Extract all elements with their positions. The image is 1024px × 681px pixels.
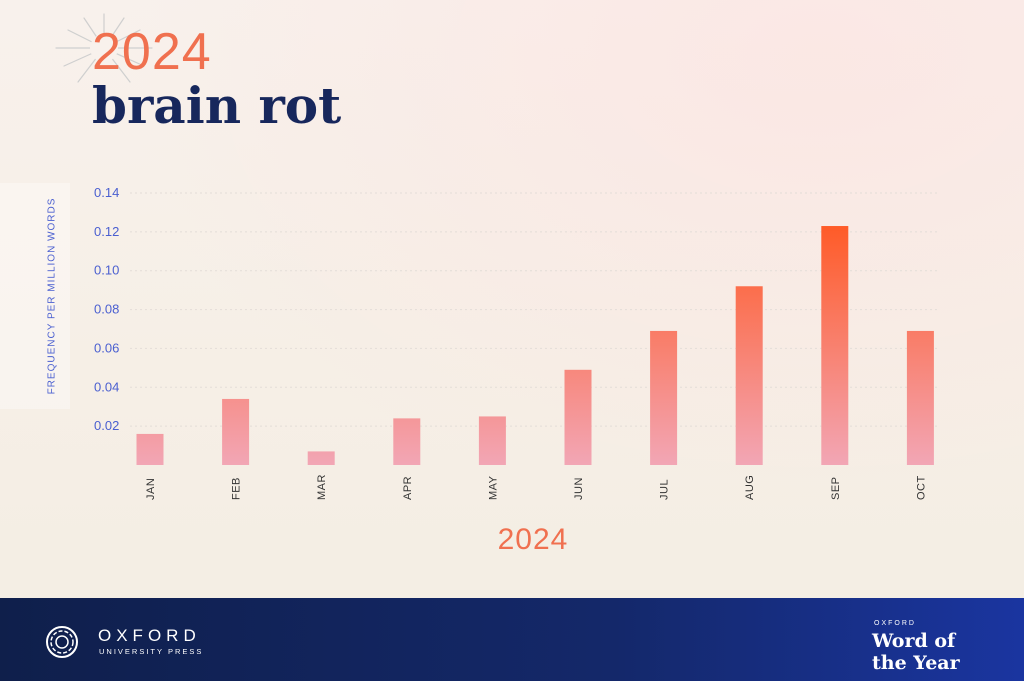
x-axis-label: 2024 xyxy=(497,523,569,556)
bar-oct xyxy=(906,330,934,465)
y-axis-label-panel xyxy=(0,183,70,409)
woty-title-line2: the Year xyxy=(872,652,960,674)
y-tick-label: 0.14 xyxy=(94,185,119,200)
x-tick-label: SEP xyxy=(830,476,842,500)
x-tick-label: MAR xyxy=(316,474,328,500)
x-tick-label: JUN xyxy=(573,477,585,500)
bar-jul xyxy=(650,330,678,465)
bars xyxy=(136,226,934,465)
x-tick-label: FEB xyxy=(231,477,243,500)
bar-apr xyxy=(393,418,421,465)
bar-jan xyxy=(136,433,164,465)
bar-aug xyxy=(735,286,763,465)
publisher-name: OXFORD xyxy=(98,626,201,645)
year-heading: 2024 xyxy=(92,23,212,81)
x-tick-label: MAY xyxy=(487,475,499,500)
oxford-logo-icon xyxy=(46,626,78,658)
woty-oxford-label: OXFORD xyxy=(874,620,916,627)
bar-sep xyxy=(821,226,849,465)
x-tick-label: APR xyxy=(402,476,414,500)
bar-feb xyxy=(222,398,250,465)
y-tick-labels: 0.02 0.04 0.06 0.08 0.10 0.12 0.14 xyxy=(94,185,119,433)
bar-jun xyxy=(564,369,592,465)
publisher-subtitle: UNIVERSITY PRESS xyxy=(99,647,204,656)
x-tick-label: JUL xyxy=(659,479,671,500)
bar-may xyxy=(478,416,506,465)
word-title: brain rot xyxy=(92,76,342,135)
y-tick-label: 0.12 xyxy=(94,224,119,239)
woty-title-line1: Word of xyxy=(872,630,956,652)
x-tick-label: JAN xyxy=(145,478,157,500)
bar-chart: 0.02 0.04 0.06 0.08 0.10 0.12 0.14 JAN FEB MAR AP… xyxy=(94,185,940,500)
y-tick-label: 0.06 xyxy=(94,340,119,355)
x-tick-label: OCT xyxy=(915,475,927,500)
grid-lines xyxy=(130,192,940,427)
y-tick-label: 0.08 xyxy=(94,302,119,317)
y-tick-label: 0.10 xyxy=(94,263,119,278)
footer: OXFORD UNIVERSITY PRESS OXFORD Word of t… xyxy=(0,598,1024,681)
x-tick-labels: JAN FEB MAR APR MAY JUN JUL AUG SEP OCT xyxy=(145,474,927,500)
x-tick-label: AUG xyxy=(744,475,756,500)
y-tick-label: 0.02 xyxy=(94,418,119,433)
y-tick-label: 0.04 xyxy=(94,379,119,394)
firework-icon xyxy=(55,13,153,83)
bar-mar xyxy=(307,451,335,465)
